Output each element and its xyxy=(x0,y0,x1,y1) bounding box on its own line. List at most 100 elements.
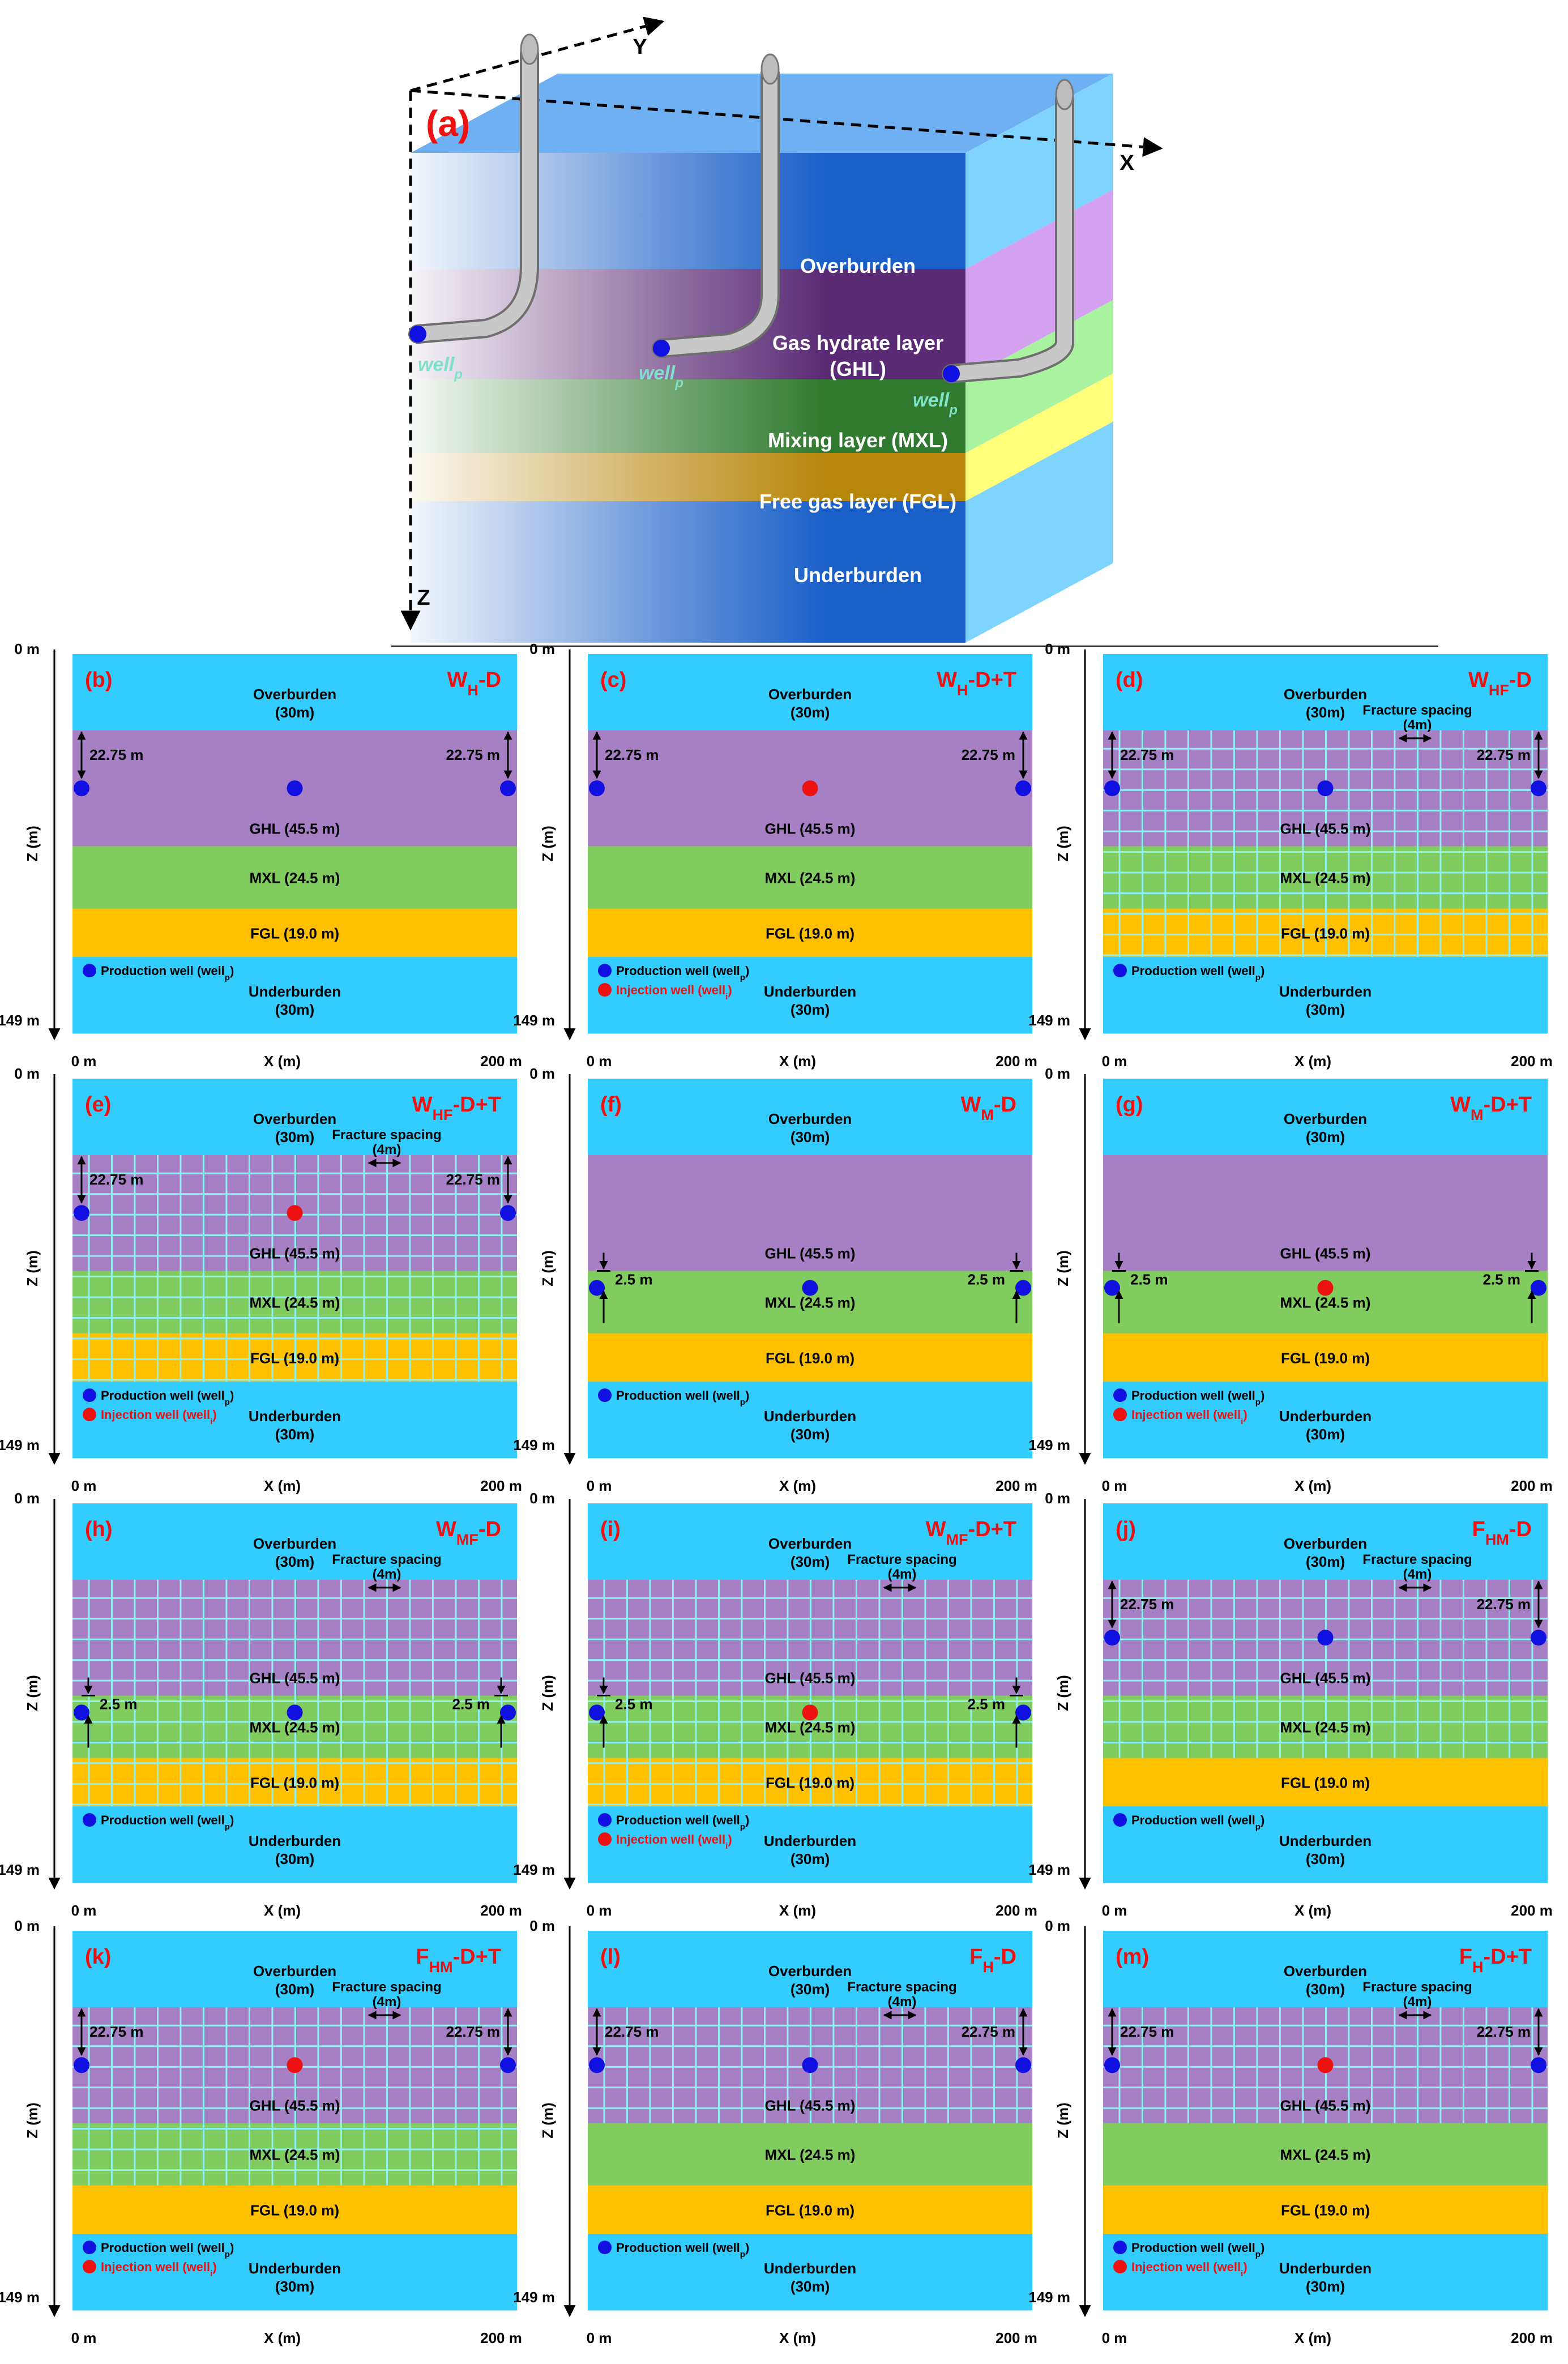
legend-production-label-sub: p xyxy=(225,1397,230,1407)
production-well-dot xyxy=(589,1280,605,1296)
z-bottom-tick: 149 m xyxy=(513,1012,555,1029)
underburden-layer xyxy=(72,1382,517,1459)
mxl-label: MXL (24.5 m) xyxy=(250,870,340,887)
production-well-dot xyxy=(1531,1630,1546,1646)
scenario-title-main: F xyxy=(1459,1945,1472,1969)
underburden-layer xyxy=(588,957,1032,1034)
x-axis-label: X (m) xyxy=(264,1477,301,1494)
legend-injection-dot xyxy=(598,983,612,997)
production-well-dot xyxy=(500,1205,516,1221)
scenario-title-tail: -D xyxy=(478,1517,501,1541)
underburden-thickness: (30m) xyxy=(791,1850,830,1867)
underburden-layer xyxy=(72,2234,517,2311)
legend-production-label-tail: ) xyxy=(745,1388,749,1403)
overburden-label: Overburden xyxy=(768,1110,852,1127)
z-axis-label: Z (m) xyxy=(1054,826,1071,862)
legend-production-label-main: Production well (well xyxy=(616,964,740,978)
legend-injection-label-sub: i xyxy=(1241,1417,1243,1426)
legend-injection-label-main: Injection well (well xyxy=(1131,2260,1241,2274)
overburden-thickness: (30m) xyxy=(1306,1553,1345,1570)
underburden-label: Underburden xyxy=(249,1408,341,1425)
panel-label: (i) xyxy=(600,1517,621,1541)
scenario-title: WM-D+T xyxy=(1450,1093,1532,1123)
panel-label: (c) xyxy=(600,668,626,692)
underburden-thickness: (30m) xyxy=(275,1850,314,1867)
legend-production-label: Production well (wellp) xyxy=(616,1388,749,1407)
overburden-layer xyxy=(1103,1079,1548,1156)
legend-production-label: Production well (wellp) xyxy=(616,2241,749,2259)
fracture-spacing-value: (4m) xyxy=(1403,717,1432,733)
fracture-spacing-label: Fracture spacing xyxy=(1362,1980,1472,1995)
overburden-layer xyxy=(588,1931,1032,2008)
underburden-label: Underburden xyxy=(764,1832,856,1849)
scenario-title-tail: -D+T xyxy=(453,1945,502,1969)
fracture-spacing-label: Fracture spacing xyxy=(332,1127,441,1143)
fracture-spacing-label: Fracture spacing xyxy=(847,1552,956,1567)
legend-production-label: Production well (wellp) xyxy=(101,1388,234,1407)
legend-production-label-tail: ) xyxy=(1261,1813,1264,1827)
legend-production-label-sub: p xyxy=(225,2250,230,2259)
overburden-layer xyxy=(1103,1931,1548,2008)
legend-production-label-sub: p xyxy=(740,1397,745,1407)
distance-label: 22.75 m xyxy=(89,746,143,763)
z-top-tick: 0 m xyxy=(529,1917,555,1934)
mxl-layer xyxy=(588,846,1032,909)
well-head xyxy=(1055,79,1074,110)
well-label-main: well xyxy=(418,354,455,375)
scenario-title-sub: H xyxy=(982,1959,994,1976)
panel-a-3d-reservoir: Overburden Gas hydrate layer (GHL) Mixing l… xyxy=(400,16,1163,643)
legend-production-label-main: Production well (well xyxy=(101,1388,225,1403)
z-top-tick: 0 m xyxy=(14,640,40,657)
injection-well-dot xyxy=(1317,1280,1334,1296)
distance-label: 22.75 m xyxy=(446,746,500,763)
legend-production-dot xyxy=(1113,964,1127,978)
production-well-dot xyxy=(74,1704,89,1721)
x-left-tick: 0 m xyxy=(71,1053,97,1070)
z-axis-label: Z (m) xyxy=(1054,1250,1071,1286)
scenario-title-tail: -D xyxy=(1509,668,1532,692)
production-well-dot xyxy=(589,2057,605,2074)
fracture-spacing-value: (4m) xyxy=(373,1567,401,1582)
legend-production-label-tail: ) xyxy=(230,964,234,978)
block-side-layer xyxy=(965,300,1113,453)
x-axis-label: X (m) xyxy=(264,1053,301,1070)
x-left-tick: 0 m xyxy=(71,1477,97,1494)
underburden-label: Underburden xyxy=(1279,983,1372,1000)
production-well-dot xyxy=(1317,780,1334,797)
legend-production-label-main: Production well (well xyxy=(1131,964,1255,978)
z-bottom-tick: 149 m xyxy=(1028,1012,1070,1029)
scenario-title-sub: MF xyxy=(456,1531,478,1548)
z-top-tick: 0 m xyxy=(14,1490,40,1507)
distance-label: 22.75 m xyxy=(89,1171,143,1188)
layer-label: Overburden xyxy=(800,254,916,277)
legend-production-dot xyxy=(598,1388,612,1403)
fgl-label: FGL (19.0 m) xyxy=(766,1774,855,1791)
overburden-layer xyxy=(1103,1503,1548,1580)
scenario-title: WM-D xyxy=(961,1093,1016,1123)
well-label: wellp xyxy=(418,354,463,382)
overburden-label: Overburden xyxy=(768,686,852,703)
production-well-dot xyxy=(802,2057,818,2074)
panel-label: (m) xyxy=(1116,1945,1149,1969)
mxl-label: MXL (24.5 m) xyxy=(250,1294,340,1311)
legend-production-dot xyxy=(83,2241,96,2255)
legend-production-dot xyxy=(83,1388,96,1403)
legend-production-label-main: Production well (well xyxy=(616,1388,740,1403)
mxl-label: MXL (24.5 m) xyxy=(1280,1294,1371,1311)
fracture-spacing-value: (4m) xyxy=(1403,1994,1432,2010)
production-well-dot xyxy=(74,1205,89,1221)
panel-k: Fracture spacing(4m) (k) FHM-D+T Overburden… xyxy=(0,1917,522,2346)
legend-production-label: Production well (wellp) xyxy=(1131,1813,1264,1832)
underburden-label: Underburden xyxy=(249,983,341,1000)
layer-label: Mixing layer (MXL) xyxy=(768,429,948,452)
scenario-title-tail: -D xyxy=(994,1093,1016,1117)
well-label: wellp xyxy=(639,362,683,391)
legend-production-label: Production well (wellp) xyxy=(1131,1388,1264,1407)
x-right-tick: 200 m xyxy=(1511,1053,1553,1070)
legend-production-label-main: Production well (well xyxy=(616,1813,740,1827)
x-right-tick: 200 m xyxy=(480,1902,522,1919)
overburden-thickness: (30m) xyxy=(275,1981,314,1998)
distance-label: 2.5 m xyxy=(1483,1271,1521,1288)
legend-production-label-sub: p xyxy=(1255,973,1261,982)
